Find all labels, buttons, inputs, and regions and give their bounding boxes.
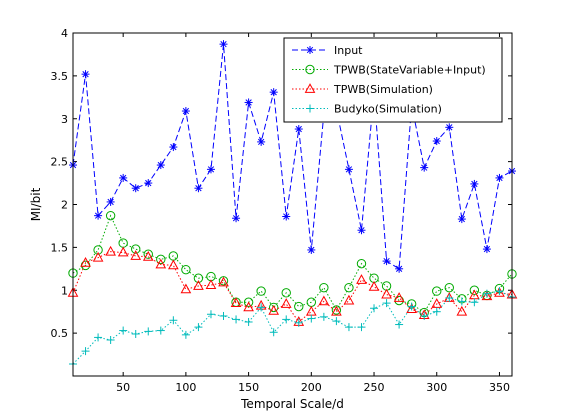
data-point (383, 257, 391, 265)
data-point (232, 214, 240, 222)
data-point (257, 138, 265, 146)
x-tick-label: 300 (426, 381, 447, 394)
data-point (483, 245, 491, 253)
data-point (420, 164, 428, 172)
y-tick-label: 2 (61, 199, 68, 212)
x-tick-label: 100 (175, 381, 196, 394)
data-point (395, 265, 403, 273)
legend-entry-label: Budyko(Simulation) (334, 103, 442, 116)
data-point (295, 125, 303, 133)
x-tick-label: 250 (364, 381, 385, 394)
y-tick-label: 3 (61, 113, 68, 126)
x-axis-label: Temporal Scale/d (240, 397, 344, 411)
legend-entry-label: Input (334, 44, 363, 57)
legend: Input TPWB(StateVariable+Input) TPWB(Simul… (284, 38, 502, 122)
y-axis-label: MI/bit (29, 187, 43, 221)
data-point (433, 137, 441, 145)
x-tick-label: 150 (238, 381, 259, 394)
data-point (194, 184, 202, 192)
x-tick-label: 50 (116, 381, 130, 394)
y-tick-label: 3.5 (51, 70, 69, 83)
y-tick-label: 4 (61, 27, 68, 40)
data-point (220, 40, 228, 48)
data-point (458, 215, 466, 223)
x-tick-label: 350 (489, 381, 510, 394)
y-tick-label: 1.5 (51, 241, 69, 254)
legend-entry-label: TPWB(Simulation) (333, 83, 433, 96)
data-point (470, 180, 478, 188)
x-tick-label: 200 (301, 381, 322, 394)
legend-swatch-marker (306, 46, 314, 54)
data-point (144, 179, 152, 187)
legend-entry-label: TPWB(StateVariable+Input) (333, 64, 486, 77)
y-tick-label: 0.5 (51, 327, 69, 340)
data-point (345, 165, 353, 173)
data-point (495, 174, 503, 182)
y-tick-label: 1 (61, 284, 68, 297)
y-tick-label: 2.5 (51, 156, 69, 169)
